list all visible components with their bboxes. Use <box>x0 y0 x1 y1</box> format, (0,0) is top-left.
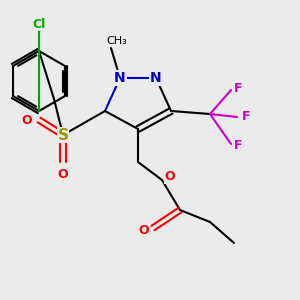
Text: F: F <box>242 110 250 124</box>
Text: O: O <box>139 224 149 238</box>
Text: N: N <box>114 71 126 85</box>
Text: F: F <box>234 139 243 152</box>
Text: O: O <box>164 170 175 184</box>
Text: S: S <box>58 128 68 142</box>
Text: F: F <box>234 82 243 95</box>
Text: N: N <box>150 71 162 85</box>
Text: O: O <box>22 113 32 127</box>
Text: O: O <box>58 167 68 181</box>
Text: Cl: Cl <box>32 17 46 31</box>
Text: CH₃: CH₃ <box>106 35 128 46</box>
